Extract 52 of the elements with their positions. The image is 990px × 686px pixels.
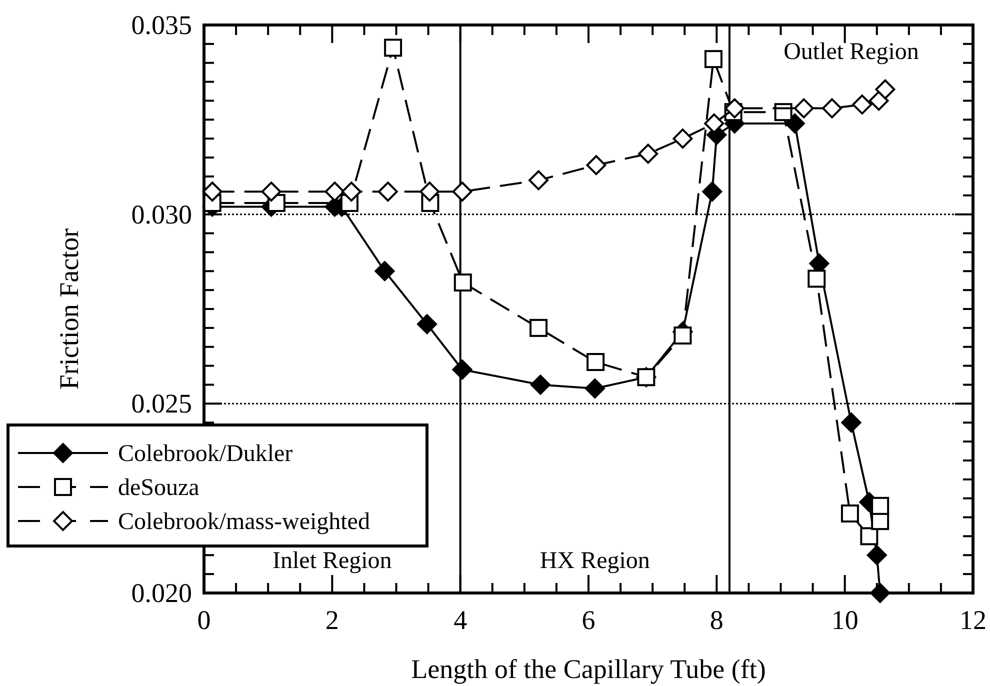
x-axis-title: Length of the Capillary Tube (ft): [411, 654, 766, 684]
point: [374, 261, 395, 282]
point: [454, 273, 472, 292]
point: [784, 113, 805, 134]
annotation: Inlet Region: [272, 548, 392, 574]
point: [452, 360, 472, 380]
x-tick-label: 4: [454, 605, 468, 635]
point: [724, 98, 745, 118]
x-tick-label: 6: [582, 605, 596, 635]
point: [261, 182, 282, 202]
legend-label: Colebrook/Dukler: [118, 441, 293, 467]
point: [875, 79, 896, 100]
legend-label: deSouza: [118, 475, 200, 501]
point: [870, 583, 890, 603]
point: [808, 270, 826, 288]
legend-label: Colebrook/mass-weighted: [118, 509, 370, 535]
point: [420, 182, 440, 202]
point: [417, 314, 438, 334]
x-tick-label: 0: [197, 605, 211, 635]
y-axis-title: Friction Factor: [54, 228, 84, 390]
y-tick-label: 0.025: [131, 388, 192, 419]
annotation: HX Region: [540, 548, 650, 574]
x-tick-label: 10: [831, 605, 858, 635]
point: [341, 182, 362, 202]
point: [586, 353, 605, 372]
point: [202, 182, 222, 202]
y-tick-label: 0.035: [131, 10, 192, 40]
point: [822, 98, 842, 118]
point: [794, 98, 814, 118]
annotation: Outlet Region: [784, 39, 919, 65]
point: [841, 412, 862, 433]
y-tick-label: 0.020: [131, 578, 192, 608]
point: [586, 155, 606, 176]
x-tick-label: 8: [710, 605, 724, 635]
point: [638, 144, 658, 164]
point: [584, 378, 605, 399]
point: [530, 374, 550, 395]
point: [378, 182, 398, 202]
point: [866, 545, 887, 566]
y-tick-label: 0.030: [131, 199, 192, 230]
point: [860, 527, 878, 546]
point: [840, 504, 859, 522]
point: [852, 94, 872, 115]
point: [702, 182, 722, 202]
point: [384, 38, 402, 57]
x-tick-label: 12: [960, 605, 986, 635]
point: [704, 50, 722, 68]
point: [452, 182, 472, 202]
point: [672, 128, 693, 149]
point: [528, 170, 549, 190]
point: [530, 318, 548, 337]
x-tick-label: 2: [325, 605, 339, 635]
